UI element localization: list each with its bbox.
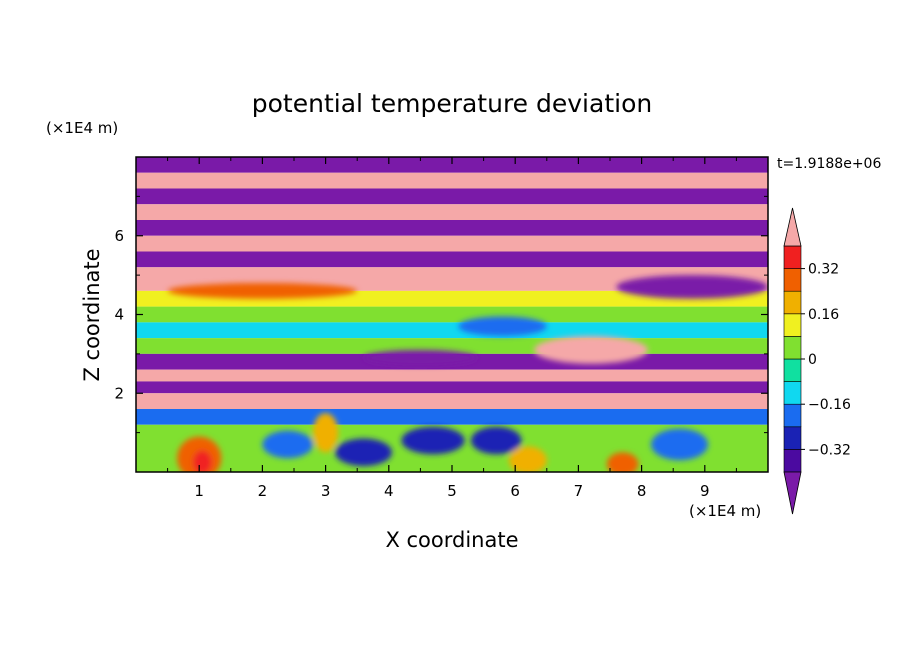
x-tick-label-6: 6 xyxy=(510,482,520,500)
y-ticks: 2 4 6 xyxy=(114,195,768,434)
blobs-layer xyxy=(167,275,768,472)
x-unit-label: (×1E4 m) xyxy=(689,502,761,520)
colorbar: 0.32 0.16 0 −0.16 −0.32 xyxy=(783,207,851,515)
colorbar-box-1 xyxy=(783,426,802,450)
band-16 xyxy=(136,409,768,425)
blob-13 xyxy=(616,275,768,299)
blob-5 xyxy=(470,426,522,455)
blob-8 xyxy=(651,428,708,461)
band-10 xyxy=(136,322,768,339)
plot-area xyxy=(136,157,768,472)
colorbar-box-4 xyxy=(783,358,802,382)
x-tick-label-8: 8 xyxy=(637,482,647,500)
y-unit-label: (×1E4 m) xyxy=(46,119,118,137)
x-tick-label-2: 2 xyxy=(258,482,268,500)
y-axis-label: Z coordinate xyxy=(80,248,104,381)
band-15 xyxy=(136,393,768,409)
time-label: t=1.9188e+06 xyxy=(777,156,881,172)
colorbar-under-triangle xyxy=(783,471,802,515)
x-tick-label-5: 5 xyxy=(447,482,457,500)
band-3 xyxy=(136,204,768,220)
colorbar-box-8 xyxy=(783,268,802,292)
colorbar-box-2 xyxy=(783,403,802,428)
x-axis-label: X coordinate xyxy=(385,528,518,552)
band-1 xyxy=(136,172,768,189)
blob-12 xyxy=(458,316,547,337)
band-4 xyxy=(136,220,768,236)
x-tick-label-1: 1 xyxy=(194,482,204,500)
blob-14 xyxy=(167,283,358,299)
bands-layer xyxy=(136,157,768,472)
colorbar-box-6 xyxy=(783,313,802,337)
blob-1 xyxy=(192,450,212,472)
chart-title: potential temperature deviation xyxy=(252,89,652,118)
colorbar-box-9 xyxy=(783,245,802,269)
blob-2 xyxy=(262,430,313,459)
y-tick-label-2: 2 xyxy=(114,384,124,402)
x-tick-label-4: 4 xyxy=(384,482,394,500)
band-13 xyxy=(136,369,768,382)
colorbar-label-3: −0.16 xyxy=(808,397,851,413)
blob-9 xyxy=(312,412,339,453)
colorbar-box-0 xyxy=(783,449,802,473)
colorbar-box-7 xyxy=(783,290,802,315)
colorbar-label-2: 0 xyxy=(808,352,817,368)
x-tick-label-9: 9 xyxy=(700,482,710,500)
blob-3 xyxy=(335,438,392,467)
band-6 xyxy=(136,251,768,268)
x-tick-label-7: 7 xyxy=(574,482,584,500)
x-ticks: 1 2 3 4 5 6 7 8 9 xyxy=(167,157,737,500)
band-2 xyxy=(136,188,768,205)
blob-11 xyxy=(363,349,478,366)
y-tick-label-6: 6 xyxy=(114,227,124,245)
colorbar-box-5 xyxy=(783,336,802,360)
colorbar-box-3 xyxy=(783,381,802,405)
x-tick-label-3: 3 xyxy=(321,482,331,500)
band-9 xyxy=(136,306,768,323)
band-5 xyxy=(136,235,768,252)
band-14 xyxy=(136,381,768,394)
y-tick-label-4: 4 xyxy=(114,306,124,324)
blob-7 xyxy=(606,452,639,472)
colorbar-label-4: −0.32 xyxy=(808,442,851,458)
colorbar-over-triangle xyxy=(783,207,802,247)
blob-4 xyxy=(401,426,465,455)
blob-6 xyxy=(508,446,547,472)
blob-10 xyxy=(534,336,648,364)
colorbar-label-0: 0.32 xyxy=(808,262,839,278)
colorbar-label-1: 0.16 xyxy=(808,307,839,323)
